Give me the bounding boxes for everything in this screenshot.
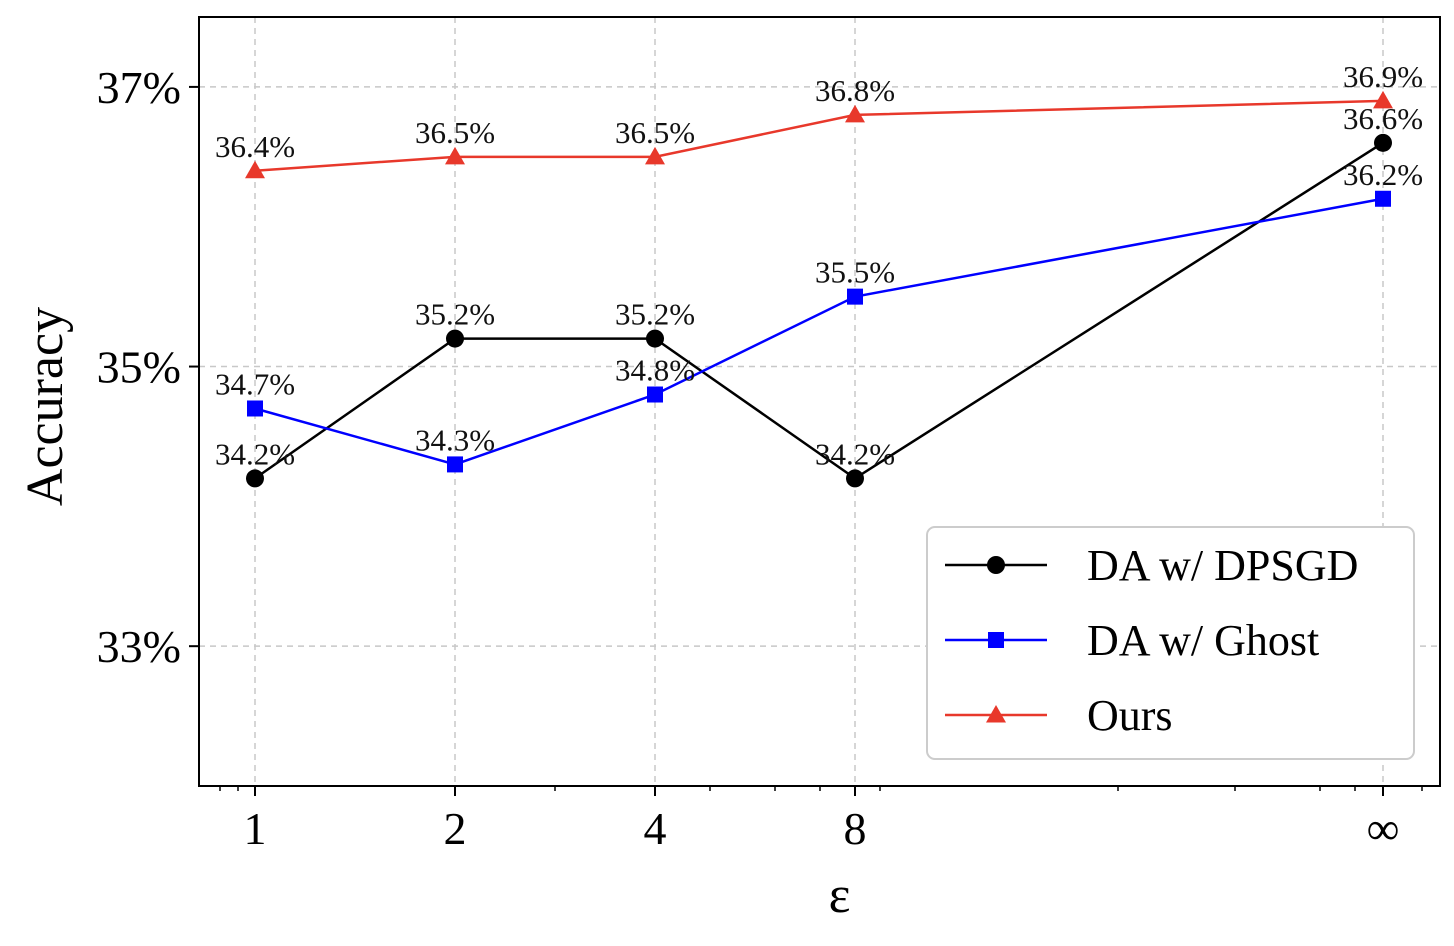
data-label: 34.8% [615,353,695,388]
data-label: 34.2% [215,436,295,471]
data-label: 36.4% [215,129,295,164]
legend-label: DA w/ Ghost [1087,616,1319,665]
data-point [647,386,663,403]
data-label: 36.6% [1343,101,1423,136]
legend-item: DA w/ Ghost [945,616,1319,665]
data-point [845,104,865,123]
data-label: 34.2% [815,436,895,471]
x-axis-title: ε [829,867,851,924]
legend-label: DA w/ DPSGD [1087,541,1358,590]
data-point [646,329,664,348]
data-point [1374,133,1392,152]
data-point [846,469,864,488]
data-point [245,160,265,179]
data-point [445,146,465,165]
legend-marker [987,556,1005,574]
legend-item: Ours [945,691,1173,740]
x-tick-label: 2 [444,803,467,854]
data-point [645,146,665,165]
legend-marker [986,705,1006,723]
data-point [847,288,863,305]
data-label: 35.2% [615,297,695,332]
x-tick-label: ∞ [1367,803,1400,854]
data-labels: 34.2% 35.2% 35.2% 34.2% 36.6% 34.7% 34.3% 34.8%… [215,59,1423,472]
x-tick-label: 1 [244,803,267,854]
legend-label: Ours [1087,691,1173,740]
data-label: 35.5% [815,255,895,290]
data-point [246,469,264,488]
data-label: 36.5% [415,115,495,150]
data-label: 36.2% [1343,157,1423,192]
data-label: 36.5% [615,115,695,150]
y-tick-label: 33% [97,621,181,672]
y-tick-label: 37% [97,62,181,113]
axis-ticks: 1 2 4 8 ∞ 33% 35% 37% [97,62,1423,854]
data-label: 35.2% [415,297,495,332]
legend-marker [988,632,1004,648]
data-label: 34.7% [215,366,295,401]
legend: DA w/ DPSGD DA w/ Ghost Ours [926,526,1415,760]
data-point [1373,90,1393,109]
data-label: 36.8% [815,73,895,108]
data-point [1375,190,1391,207]
x-tick-label: 4 [644,803,667,854]
y-axis-title: Accuracy [17,307,74,506]
data-point [447,456,463,473]
x-tick-label: 8 [844,803,867,854]
data-point [446,329,464,348]
data-label: 36.9% [1343,59,1423,94]
data-label: 34.3% [415,422,495,457]
series-markers [245,90,1393,488]
legend-box [926,526,1415,760]
legend-item: DA w/ DPSGD [945,541,1358,590]
data-point [247,400,263,417]
y-tick-label: 35% [97,342,181,393]
